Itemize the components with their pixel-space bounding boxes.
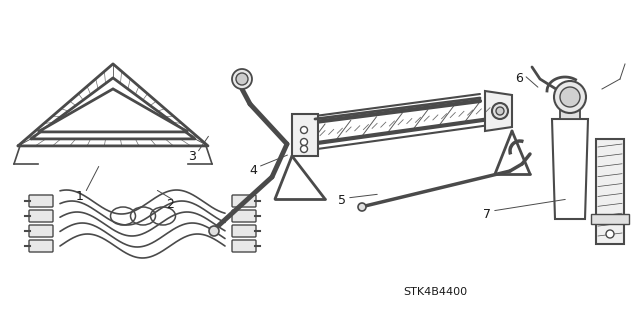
FancyBboxPatch shape <box>232 240 256 252</box>
FancyBboxPatch shape <box>29 210 53 222</box>
Polygon shape <box>38 89 188 132</box>
Polygon shape <box>596 139 624 244</box>
Circle shape <box>496 107 504 115</box>
FancyBboxPatch shape <box>29 195 53 207</box>
Circle shape <box>606 230 614 238</box>
Circle shape <box>554 81 586 113</box>
Text: 4: 4 <box>249 164 257 176</box>
Text: 5: 5 <box>338 195 346 207</box>
Text: 1: 1 <box>76 189 84 203</box>
FancyBboxPatch shape <box>29 240 53 252</box>
Text: 2: 2 <box>166 197 174 211</box>
Text: 3: 3 <box>188 150 196 162</box>
Polygon shape <box>591 214 629 224</box>
Circle shape <box>301 138 307 145</box>
Text: STK4B4400: STK4B4400 <box>403 287 467 297</box>
Polygon shape <box>560 107 580 119</box>
Polygon shape <box>485 91 512 131</box>
Circle shape <box>236 73 248 85</box>
Text: 6: 6 <box>515 71 523 85</box>
FancyBboxPatch shape <box>232 210 256 222</box>
Circle shape <box>301 145 307 152</box>
Circle shape <box>209 226 219 236</box>
Circle shape <box>492 103 508 119</box>
FancyBboxPatch shape <box>29 225 53 237</box>
Circle shape <box>560 87 580 107</box>
Text: 7: 7 <box>483 207 491 220</box>
Circle shape <box>232 69 252 89</box>
FancyBboxPatch shape <box>232 225 256 237</box>
Circle shape <box>358 203 366 211</box>
Polygon shape <box>552 119 588 219</box>
Circle shape <box>301 127 307 133</box>
FancyBboxPatch shape <box>232 195 256 207</box>
Polygon shape <box>292 114 318 156</box>
